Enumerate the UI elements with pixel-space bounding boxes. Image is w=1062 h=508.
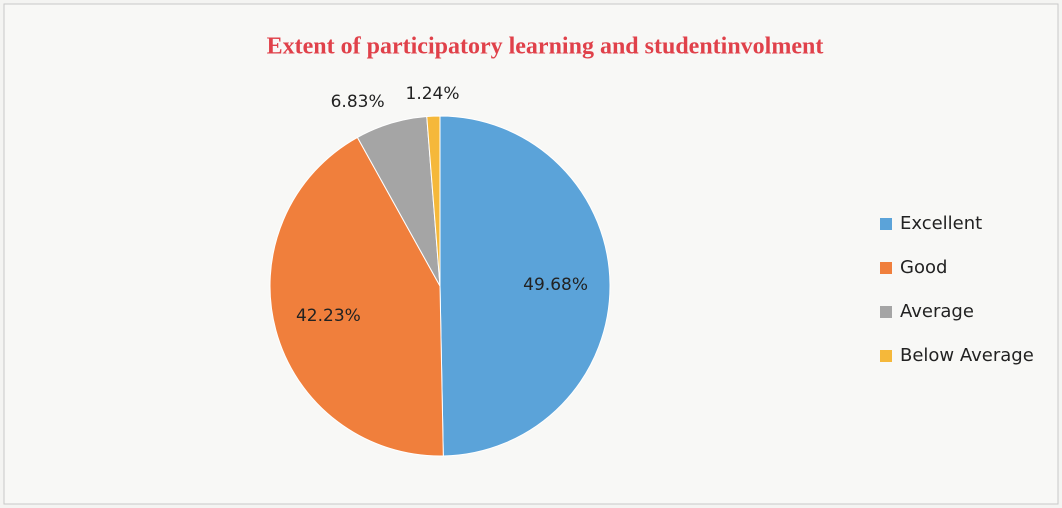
legend-label: Good (900, 257, 947, 278)
legend-label: Below Average (900, 345, 1034, 366)
pie-slice (269, 136, 444, 457)
chart-title: Extent of participatory learning and stu… (267, 34, 824, 60)
data-label: 49.68% (523, 275, 588, 295)
data-label: 6.83% (331, 92, 385, 112)
pie-slice (426, 115, 441, 287)
legend-label: Excellent (900, 213, 982, 234)
data-label: 42.23% (296, 306, 361, 326)
pie-slice (439, 115, 611, 457)
legend-swatch (880, 306, 892, 318)
legend-swatch (880, 350, 892, 362)
data-label: 1.24% (406, 84, 460, 104)
legend-swatch (880, 218, 892, 230)
legend-label: Average (900, 301, 974, 322)
legend-swatch (880, 262, 892, 274)
